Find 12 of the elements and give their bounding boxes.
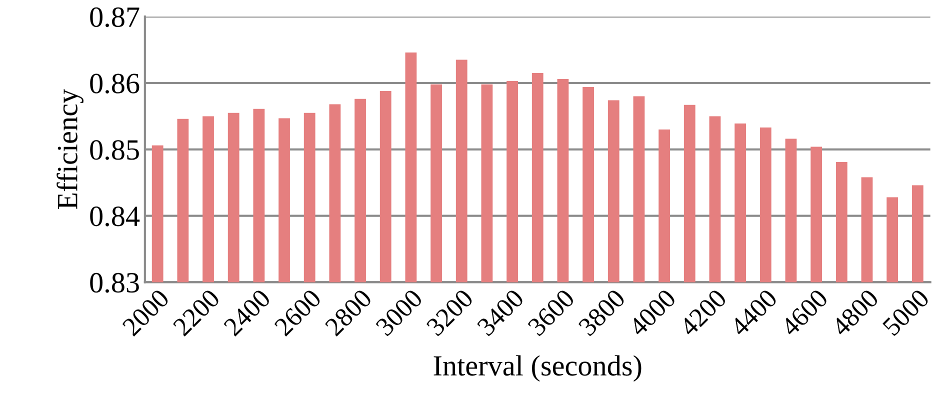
x-tick-label: 4200 (678, 288, 728, 338)
x-tick-label: 4800 (830, 288, 880, 338)
x-tick-label: 4600 (780, 288, 829, 338)
y-tick-label: 0.83 (90, 272, 139, 293)
x-tick-label: 4000 (628, 288, 677, 338)
x-tick-label: 4400 (729, 288, 778, 338)
x-axis-title: Interval (seconds) (434, 355, 642, 382)
y-tick-label: 0.84 (90, 206, 140, 226)
y-tick-label: 0.87 (90, 7, 140, 28)
y-tick-label: 0.86 (90, 74, 140, 94)
y-tick-label: 0.85 (90, 140, 139, 160)
y-axis-title: Efficiency (56, 89, 84, 210)
